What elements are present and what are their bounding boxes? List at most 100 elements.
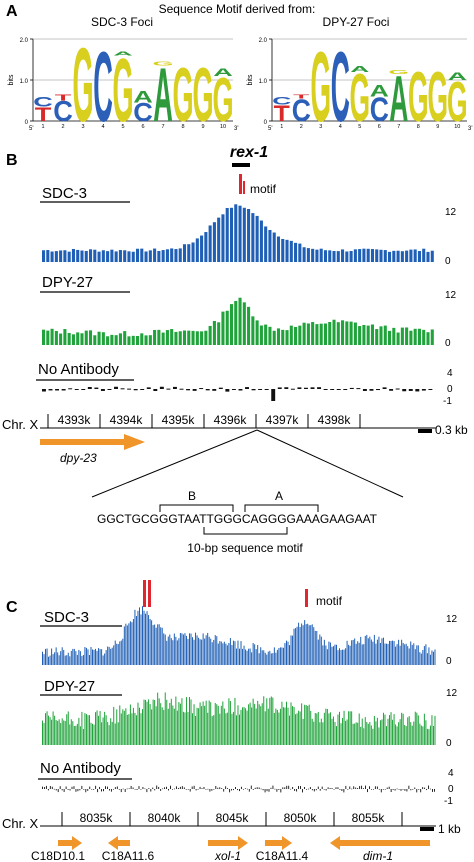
signal-bar: [389, 640, 391, 665]
signal-bar: [231, 789, 233, 791]
signal-bar: [336, 322, 340, 345]
signal-bar: [419, 723, 421, 745]
signal-bar: [76, 654, 78, 665]
signal-bar: [354, 723, 356, 745]
signal-bar: [54, 715, 56, 745]
signal-bar: [378, 727, 380, 745]
signal-bar: [45, 648, 47, 665]
signal-bar: [182, 711, 184, 745]
signal-bar: [98, 648, 100, 665]
signal-bar: [131, 251, 135, 262]
signal-bar: [293, 628, 295, 665]
logo-xtick: 1: [41, 124, 44, 130]
signal-bar: [424, 787, 426, 789]
signal-bar: [270, 696, 272, 745]
signal-bar: [120, 789, 122, 793]
signal-bar: [267, 708, 269, 745]
gene-arrow: [330, 836, 430, 850]
signal-bar: [73, 725, 75, 745]
signal-bar: [335, 644, 337, 665]
signal-bar: [414, 649, 416, 665]
signal-bar: [396, 332, 400, 345]
signal-bar: [125, 708, 127, 745]
signal-bar: [343, 710, 345, 745]
logo-letter: G: [427, 59, 448, 137]
signal-bar: [187, 244, 191, 262]
signal-bar: [173, 708, 175, 745]
logo-letter: C: [331, 32, 350, 143]
signal-bar: [302, 322, 306, 345]
signal-bar: [101, 789, 102, 792]
signal-bar: [114, 335, 118, 345]
signal-bar: [378, 636, 380, 665]
signal-bar: [78, 717, 80, 745]
signal-bar: [305, 789, 307, 790]
signal-track-no-antibody: [42, 785, 435, 793]
signal-bar: [190, 633, 192, 665]
signal-bar: [77, 789, 79, 792]
signal-bar: [343, 389, 348, 390]
signal-bar: [119, 641, 121, 665]
sequence-text: GGCTGCGGGTAATTGGGCAGGGGAAAGAAGAAT: [97, 512, 378, 526]
coord-label: 8040k: [148, 811, 182, 825]
signal-bar: [229, 789, 231, 793]
signal-bar: [193, 785, 195, 789]
signal-bar: [328, 321, 332, 345]
signal-bar: [257, 700, 259, 745]
scale-bottom: 0: [445, 256, 451, 267]
signal-bar: [370, 249, 374, 262]
signal-bar: [214, 635, 216, 665]
signal-bar: [243, 707, 245, 745]
signal-bar: [234, 641, 236, 665]
signal-bar: [300, 786, 301, 789]
signal-bar: [110, 789, 112, 792]
signal-bar: [63, 789, 65, 792]
gene-arrow-dpy23: [40, 434, 145, 450]
signal-bar: [428, 785, 430, 789]
signal-bar: [290, 702, 292, 745]
signal-bar: [151, 709, 153, 745]
signal-bar: [173, 386, 177, 389]
signal-bar: [417, 645, 419, 665]
signal-bar: [245, 708, 247, 745]
signal-bar: [416, 645, 418, 665]
signal-bar: [95, 785, 97, 789]
signal-bar: [416, 712, 418, 745]
logo-letter: A: [133, 88, 153, 107]
signal-bar: [290, 788, 292, 790]
logo-letter: G: [212, 67, 233, 136]
signal-bar: [396, 250, 400, 262]
signal-bar: [278, 789, 280, 790]
gene-arrow: [208, 836, 248, 850]
signal-bar: [332, 250, 336, 262]
signal-bar: [417, 328, 421, 345]
signal-bar: [410, 641, 412, 665]
signal-bar: [232, 640, 234, 665]
signal-bar: [155, 706, 157, 745]
signal-bar: [248, 648, 250, 665]
signal-bar: [306, 323, 310, 345]
zoom-line: [91, 429, 258, 498]
signal-bar: [223, 789, 225, 792]
bracket-b: [159, 504, 234, 512]
scale-top: 12: [446, 688, 458, 699]
signal-bar: [294, 326, 298, 345]
signal-bar: [55, 720, 57, 745]
signal-bar: [92, 649, 94, 665]
signal-bar: [362, 389, 367, 391]
logo-xtick: 7: [397, 124, 400, 130]
signal-bar: [279, 708, 281, 745]
signal-bar: [106, 251, 110, 262]
signal-bar: [225, 713, 227, 745]
signal-bar: [223, 708, 225, 745]
signal-bar: [284, 387, 289, 389]
signal-bar: [341, 320, 345, 345]
signal-bar: [426, 653, 428, 665]
signal-bar: [81, 711, 83, 745]
signal-bar: [299, 627, 301, 665]
signal-bar: [166, 388, 171, 390]
signal-bar: [186, 389, 191, 391]
signal-bar: [400, 251, 404, 262]
signal-bar: [411, 644, 413, 665]
signal-bar: [148, 699, 150, 745]
